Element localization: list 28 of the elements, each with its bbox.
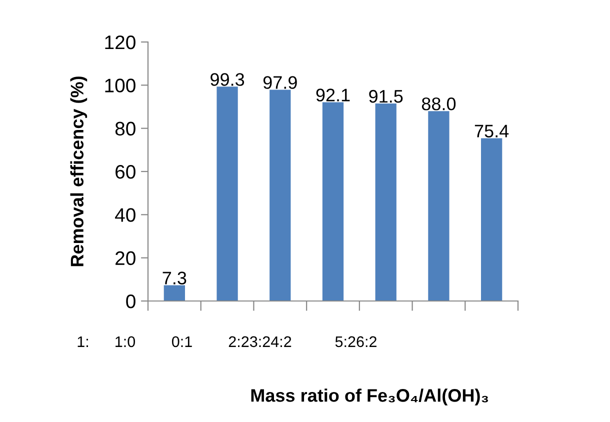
bar — [322, 102, 344, 301]
data-label: 99.3 — [210, 73, 244, 86]
bar — [375, 104, 396, 301]
data-label: 7.3 — [162, 272, 186, 284]
data-label: 88.0 — [422, 97, 456, 110]
bar — [164, 285, 185, 301]
y-tick-label: 0 — [126, 294, 136, 308]
y-tick-label: 80 — [115, 122, 136, 136]
y-tick-label: 120 — [105, 35, 136, 50]
bar — [216, 86, 238, 301]
y-tick-label: 60 — [116, 164, 136, 179]
data-label: 91.5 — [369, 90, 403, 103]
data-label: 92.1 — [316, 88, 350, 102]
data-label: 97.9 — [263, 76, 297, 89]
text: 1:0 — [116, 336, 136, 348]
y-tick-label: 20 — [116, 251, 136, 266]
x-axis-title: Mass ratio of Fe₃O₄/Al(OH)₃ — [251, 388, 488, 406]
y-axis-title: Removal efficency (%) — [70, 76, 88, 266]
y-tick-label: 100 — [105, 78, 136, 92]
text: 5:26:2 — [335, 336, 376, 348]
data-label: 75.4 — [474, 124, 509, 138]
y-tick-label: 40 — [115, 208, 136, 222]
bar — [481, 138, 502, 301]
bar — [428, 111, 450, 301]
text: 1: — [78, 336, 88, 347]
text: 2:23:24:2 — [228, 336, 292, 348]
text: 0:1 — [172, 336, 192, 348]
bar — [270, 90, 291, 301]
